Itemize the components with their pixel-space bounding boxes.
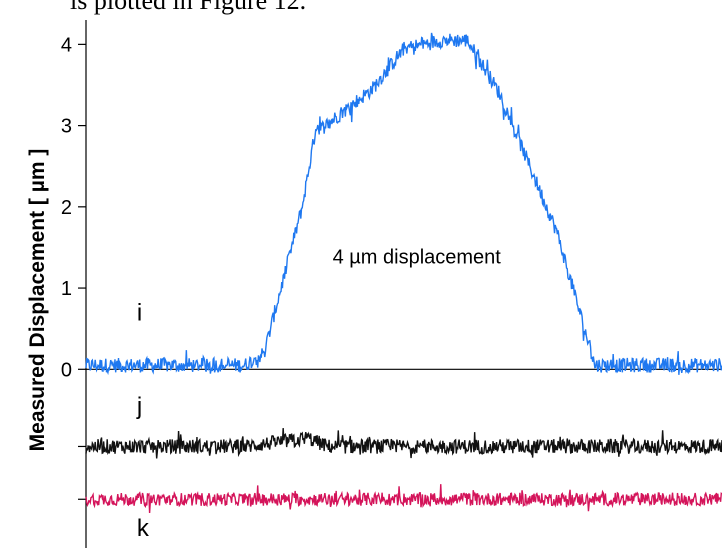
clipped-caption-text: is plotted in Figure 12. bbox=[70, 0, 307, 15]
y-ticks: 0 1 2 3 4 bbox=[61, 34, 86, 500]
y-tick-label: 0 bbox=[61, 359, 72, 381]
annotations: 4 µm displacement bbox=[333, 247, 502, 269]
y-axis-label: Measured Displacement [ µm ] bbox=[26, 149, 49, 452]
series-label-k: k bbox=[137, 515, 150, 542]
series-line-k bbox=[85, 484, 722, 514]
y-tick-label: 1 bbox=[61, 278, 72, 300]
series-line-j bbox=[85, 428, 722, 459]
series-layer: i j k bbox=[85, 32, 722, 542]
series-label-i: i bbox=[137, 300, 142, 327]
series-line-i bbox=[85, 32, 722, 376]
y-tick-label: 2 bbox=[61, 197, 72, 219]
y-tick-label: 4 bbox=[61, 34, 72, 56]
y-tick-label: 3 bbox=[61, 116, 72, 138]
annotation-label: 4 µm displacement bbox=[333, 247, 502, 269]
series-label-j: j bbox=[136, 393, 142, 420]
